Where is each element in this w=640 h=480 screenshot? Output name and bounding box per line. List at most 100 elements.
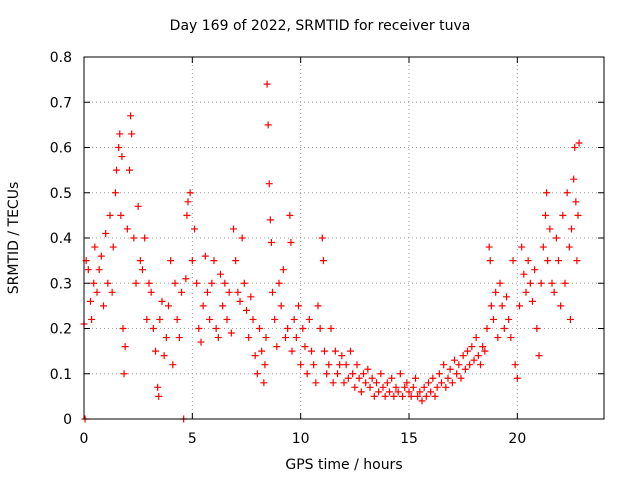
data-point bbox=[264, 121, 272, 129]
data-point bbox=[334, 370, 341, 378]
data-point bbox=[325, 361, 333, 369]
data-point bbox=[106, 211, 114, 219]
data-point bbox=[494, 334, 502, 342]
data-point bbox=[351, 383, 359, 391]
data-point bbox=[429, 374, 437, 382]
data-point bbox=[362, 379, 370, 387]
data-point bbox=[87, 297, 94, 305]
data-point bbox=[388, 374, 396, 382]
data-point bbox=[572, 198, 580, 206]
data-point bbox=[379, 383, 387, 391]
data-point bbox=[178, 288, 185, 296]
data-point bbox=[132, 279, 140, 287]
data-point bbox=[529, 297, 536, 305]
data-point bbox=[500, 325, 508, 332]
data-point bbox=[518, 243, 526, 251]
data-point bbox=[95, 266, 103, 274]
data-point bbox=[487, 302, 495, 310]
data-point bbox=[238, 234, 246, 242]
data-point bbox=[431, 392, 439, 400]
data-point bbox=[511, 361, 519, 369]
data-point bbox=[496, 279, 504, 287]
data-point bbox=[509, 257, 517, 265]
data-point bbox=[169, 361, 177, 369]
data-point bbox=[364, 365, 372, 373]
data-point bbox=[466, 361, 474, 369]
data-point bbox=[544, 257, 552, 265]
data-point bbox=[253, 370, 261, 378]
y-tick-label: 0.4 bbox=[50, 231, 72, 247]
data-point bbox=[245, 334, 253, 342]
data-point bbox=[225, 288, 233, 296]
data-point bbox=[414, 392, 422, 400]
data-point bbox=[323, 370, 331, 378]
data-point bbox=[375, 388, 383, 396]
data-point bbox=[492, 288, 500, 296]
data-point bbox=[349, 370, 357, 378]
data-point bbox=[141, 234, 149, 242]
data-point bbox=[505, 315, 513, 323]
y-tick-label: 0.7 bbox=[50, 95, 72, 111]
data-point bbox=[269, 288, 276, 296]
plot-frame bbox=[83, 56, 605, 420]
data-point bbox=[399, 392, 406, 400]
data-point bbox=[327, 325, 335, 332]
data-point bbox=[109, 243, 117, 251]
data-point bbox=[299, 325, 307, 332]
data-point bbox=[165, 302, 172, 310]
y-tick-label: 0.8 bbox=[50, 50, 72, 66]
data-point bbox=[236, 297, 244, 305]
data-point bbox=[401, 383, 409, 391]
data-point bbox=[543, 189, 551, 197]
data-point bbox=[292, 334, 300, 342]
data-point bbox=[570, 175, 578, 183]
data-point bbox=[102, 229, 110, 237]
data-point bbox=[392, 383, 400, 391]
data-point bbox=[312, 379, 320, 387]
data-point bbox=[290, 315, 298, 323]
data-point bbox=[526, 279, 534, 287]
data-point bbox=[262, 334, 270, 342]
x-tick-label: 20 bbox=[508, 431, 526, 447]
data-point bbox=[513, 374, 521, 382]
data-point bbox=[305, 315, 313, 323]
data-point bbox=[448, 379, 456, 387]
data-point bbox=[552, 234, 560, 242]
data-point bbox=[338, 352, 346, 360]
data-point bbox=[217, 270, 224, 278]
data-point bbox=[303, 370, 311, 378]
data-point bbox=[121, 343, 129, 351]
data-point bbox=[120, 370, 128, 378]
data-point bbox=[139, 266, 146, 274]
x-axis-label: GPS time / hours bbox=[285, 457, 403, 473]
data-point bbox=[212, 325, 220, 332]
data-point bbox=[184, 198, 192, 206]
data-point bbox=[485, 243, 493, 251]
data-point bbox=[288, 347, 296, 355]
x-tick-label: 15 bbox=[400, 431, 418, 447]
data-point bbox=[115, 144, 123, 151]
data-point bbox=[147, 288, 155, 296]
data-point bbox=[117, 211, 125, 219]
data-point bbox=[247, 293, 255, 301]
data-point bbox=[559, 211, 567, 219]
data-point bbox=[119, 325, 127, 332]
data-point bbox=[522, 288, 530, 296]
data-point bbox=[390, 392, 398, 400]
data-point bbox=[260, 379, 268, 387]
data-point bbox=[286, 211, 294, 219]
data-point bbox=[498, 302, 506, 310]
data-point bbox=[331, 347, 339, 355]
data-point bbox=[373, 379, 380, 387]
data-point bbox=[344, 374, 352, 382]
data-point bbox=[535, 352, 543, 360]
data-point bbox=[149, 325, 157, 332]
data-point bbox=[416, 388, 424, 396]
data-point bbox=[275, 279, 283, 287]
data-point bbox=[468, 343, 476, 351]
data-point bbox=[470, 356, 478, 364]
y-tick-label: 0.1 bbox=[50, 367, 72, 383]
data-point bbox=[301, 343, 309, 351]
data-point bbox=[433, 383, 441, 391]
